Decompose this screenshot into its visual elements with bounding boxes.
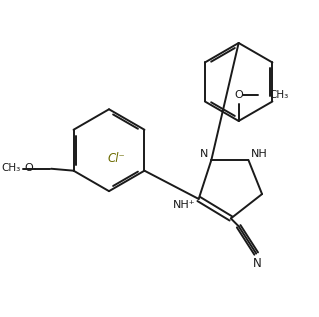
Text: CH₃: CH₃: [2, 163, 21, 173]
Text: N: N: [253, 257, 262, 270]
Text: NH⁺: NH⁺: [173, 200, 196, 210]
Text: CH₃: CH₃: [270, 90, 289, 100]
Text: N: N: [200, 149, 208, 159]
Text: Cl⁻: Cl⁻: [108, 152, 126, 165]
Text: NH: NH: [251, 149, 268, 159]
Text: O: O: [24, 163, 33, 173]
Text: O: O: [234, 89, 243, 100]
